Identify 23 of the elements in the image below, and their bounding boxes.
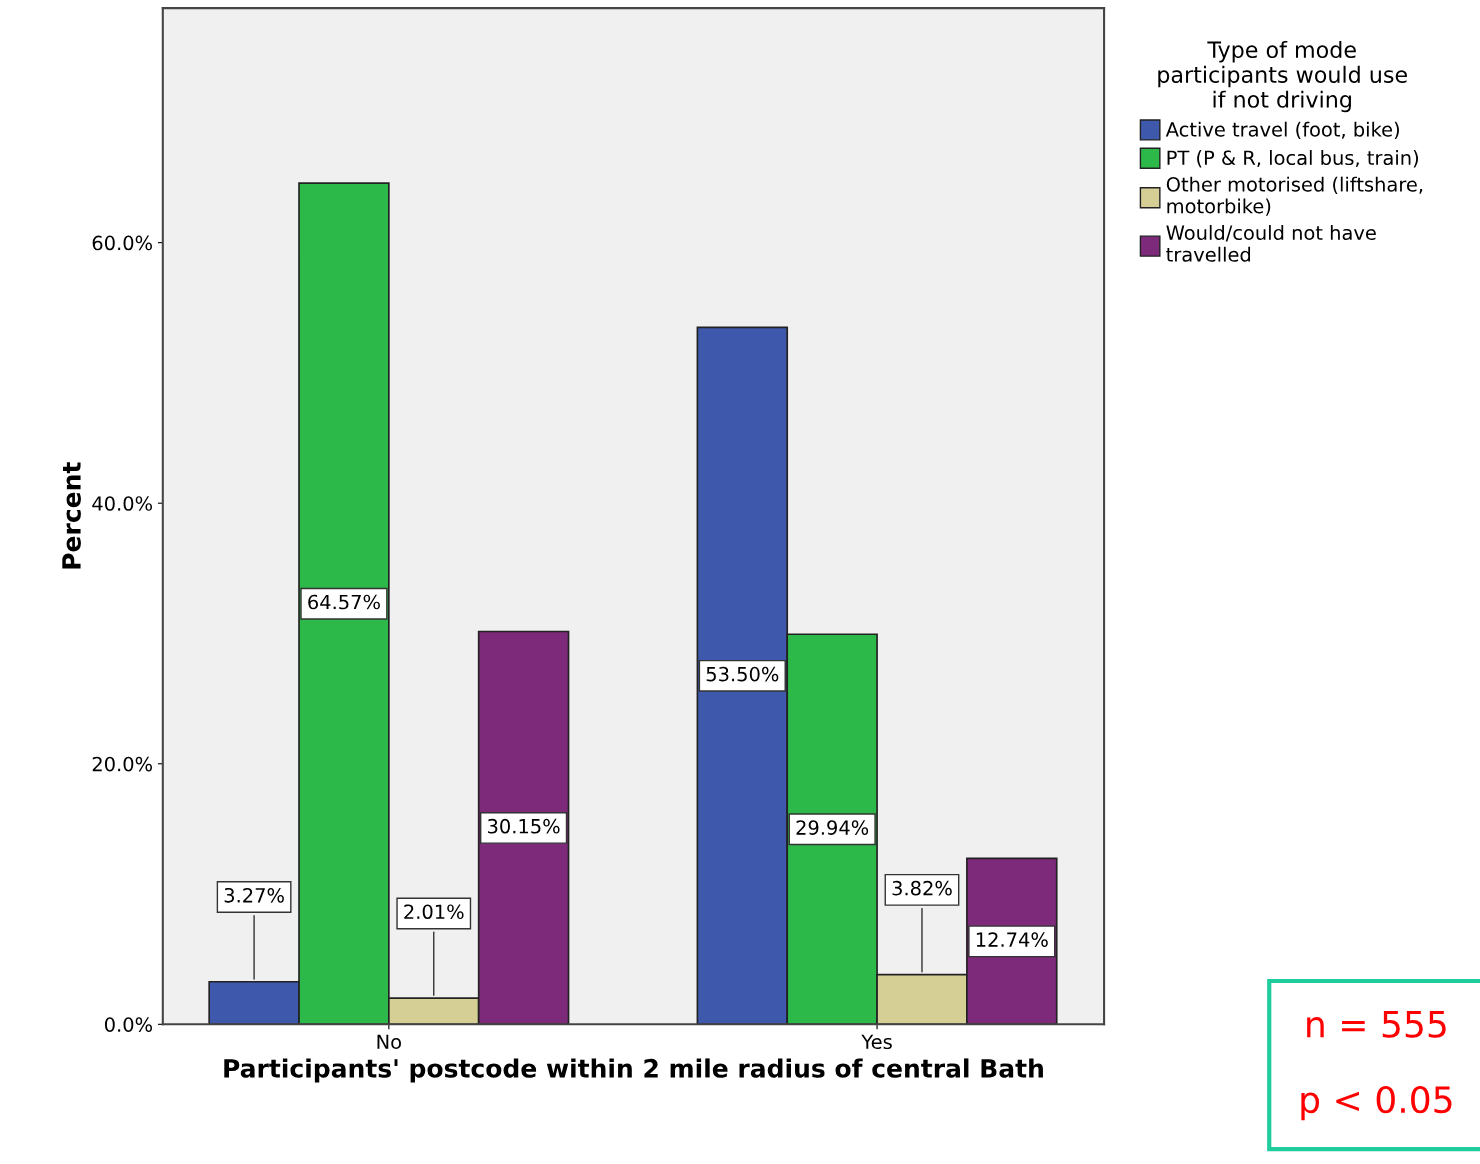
y-tick-label: 20.0% [92,756,153,772]
x-axis-title: Participants' postcode within 2 mile radius of central Bath [224,1058,1043,1083]
text: n = 555 [1307,1011,1446,1038]
data-label: 2.01% [404,904,464,920]
legend-label: Would/could not have travelled [1166,225,1376,262]
x-tick-label: Yes [861,1034,892,1050]
text: p < 0.05 [1301,1085,1452,1121]
y-tick-label: 0.0% [104,1017,153,1032]
legend-title: Type of mode participants would use if not driving [1158,40,1407,113]
legend-label: PT (P & R, local bus, train) [1167,150,1418,168]
legend-label: Active travel (foot, bike) [1165,121,1399,140]
data-label: 29.94% [796,820,869,835]
legend-label: Other motorised (liftshare, motorbike) [1166,176,1423,216]
y-tick-label: 60.0% [92,235,153,251]
data-label: 30.15% [488,818,560,834]
data-label: 53.50% [706,666,779,682]
x-tick-label: No [377,1034,401,1050]
data-label: 12.74% [976,932,1048,947]
data-label: 64.57% [308,594,380,610]
data-label: 3.27% [224,887,284,903]
data-label: 3.82% [892,880,952,896]
y-axis-title: Percent [62,462,81,569]
y-tick-label: 40.0% [92,496,153,511]
